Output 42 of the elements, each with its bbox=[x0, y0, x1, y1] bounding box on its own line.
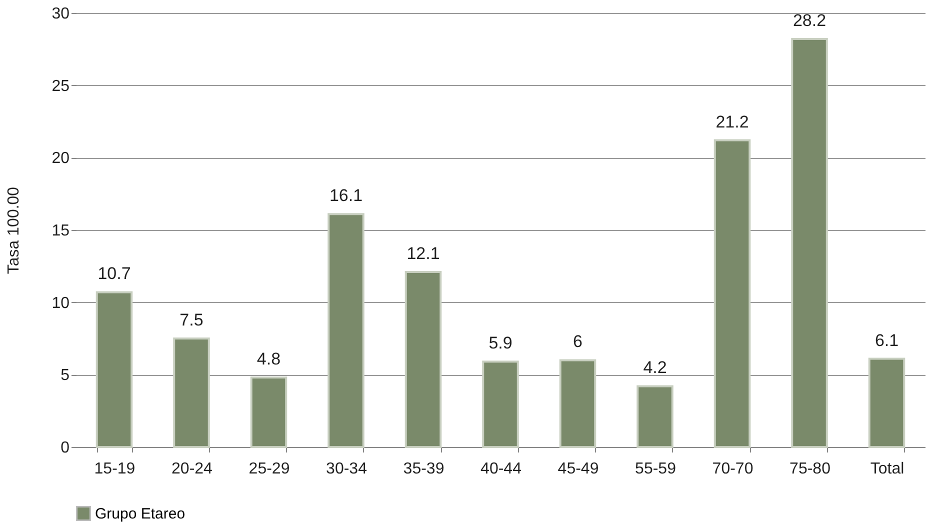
data-label: 7.5 bbox=[180, 310, 204, 330]
y-tick-label: 15 bbox=[52, 222, 70, 240]
x-tick-label: 35-39 bbox=[403, 460, 444, 478]
data-label: 28.2 bbox=[792, 11, 826, 30]
x-tick-label: 70-70 bbox=[712, 460, 754, 478]
x-tick-label: 25-29 bbox=[248, 460, 290, 478]
data-label: 4.8 bbox=[256, 350, 281, 369]
x-tick-label: 15-19 bbox=[94, 460, 136, 478]
data-label: 12.1 bbox=[406, 244, 440, 263]
bar bbox=[868, 358, 906, 448]
x-tick-label: 40-44 bbox=[480, 460, 522, 478]
data-label: 21.2 bbox=[716, 112, 749, 132]
y-tick-label: 5 bbox=[60, 367, 70, 384]
data-label: 4.2 bbox=[643, 358, 667, 378]
data-label: 6.1 bbox=[874, 330, 899, 350]
data-label: 6 bbox=[573, 332, 582, 352]
bar bbox=[559, 359, 596, 448]
x-tick-label: 30-34 bbox=[326, 460, 368, 478]
x-tick-label: 75-80 bbox=[790, 460, 831, 478]
data-label: 16.1 bbox=[329, 186, 363, 206]
y-tick-label: 25 bbox=[52, 78, 70, 95]
legend-label: Grupo Etareo bbox=[95, 506, 186, 522]
bar bbox=[96, 291, 133, 448]
data-label: 10.7 bbox=[98, 264, 131, 284]
bar bbox=[250, 376, 288, 448]
x-tick-label: 20-24 bbox=[172, 460, 213, 478]
x-tick-label: 55-59 bbox=[635, 460, 676, 478]
x-tick-label: 45-49 bbox=[558, 460, 599, 478]
x-tick-label: Total bbox=[870, 460, 904, 478]
bar bbox=[173, 338, 210, 448]
bar bbox=[791, 38, 828, 448]
bar bbox=[636, 385, 674, 448]
y-tick-label: 0 bbox=[60, 440, 70, 456]
y-tick-label: 30 bbox=[52, 6, 70, 22]
y-axis-title: Tasa 100.00 bbox=[6, 186, 23, 274]
bar bbox=[714, 139, 751, 448]
bar bbox=[482, 360, 519, 448]
y-tick-label: 20 bbox=[52, 150, 70, 168]
data-label: 5.9 bbox=[488, 334, 512, 353]
y-tick-label: 10 bbox=[52, 294, 70, 312]
bar bbox=[404, 270, 442, 448]
bar bbox=[328, 213, 364, 448]
